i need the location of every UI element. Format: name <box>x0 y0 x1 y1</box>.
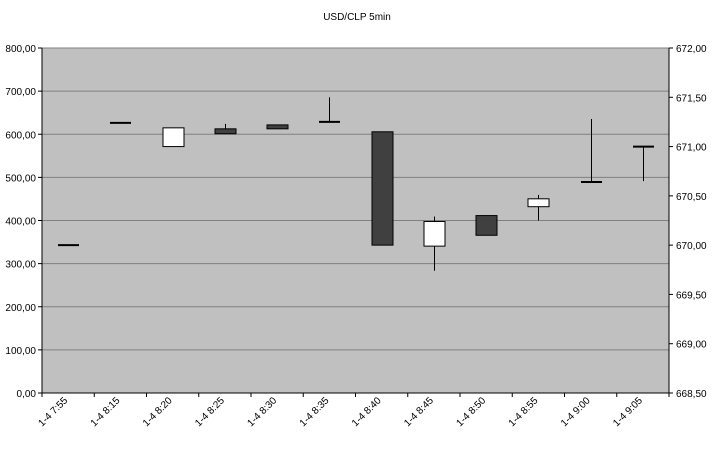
x-tick-label: 1-4 8:25 <box>193 395 227 429</box>
x-tick-label: 1-4 8:45 <box>402 395 436 429</box>
chart-title: USD/CLP 5min <box>323 12 391 23</box>
left-axis: 800,00 700,00 600,00 500,00 400,00 300,00 200,… <box>5 44 43 400</box>
x-tick-label: 1-4 8:20 <box>141 395 175 429</box>
left-tick-label: 300,00 <box>5 260 36 271</box>
x-tick-label: 1-4 8:55 <box>507 395 541 429</box>
x-tick-label: 1-4 8:30 <box>246 395 280 429</box>
x-tick-label: 1-4 8:15 <box>89 395 123 429</box>
right-tick-label: 671,50 <box>676 93 707 104</box>
candle-body-down <box>371 131 394 246</box>
left-tick-label: 0,00 <box>17 389 37 400</box>
left-tick-label: 700,00 <box>5 87 36 98</box>
candle-body-down <box>475 215 498 236</box>
x-tick-label: 1-4 9:00 <box>559 395 593 429</box>
left-tick-label: 800,00 <box>5 44 36 55</box>
right-tick-label: 668,50 <box>676 389 707 400</box>
candle-body-up <box>527 198 550 208</box>
right-tick-label: 670,00 <box>676 241 707 252</box>
x-tick-label: 1-4 7:55 <box>37 395 71 429</box>
left-tick-label: 200,00 <box>5 303 36 314</box>
left-tick-label: 500,00 <box>5 173 36 184</box>
x-tick-label: 1-4 8:35 <box>298 395 332 429</box>
left-tick-label: 100,00 <box>5 346 36 357</box>
grid-lines <box>42 90 669 351</box>
left-tick-label: 400,00 <box>5 217 36 228</box>
candle-body-down <box>266 124 289 130</box>
right-tick-label: 669,50 <box>676 290 707 301</box>
x-tick-label: 1-4 8:40 <box>350 395 384 429</box>
left-tick-label: 600,00 <box>5 130 36 141</box>
right-tick-label: 669,00 <box>676 340 707 351</box>
x-tick-label: 1-4 8:50 <box>455 395 489 429</box>
candles-layer <box>58 97 654 271</box>
right-axis: 672,00 671,50 671,00 670,50 670,00 669,50 669,… <box>668 44 707 400</box>
right-tick-label: 670,50 <box>676 192 707 203</box>
candle-body-down <box>214 128 237 135</box>
right-tick-label: 671,00 <box>676 143 707 154</box>
x-axis: 1-4 7:55 1-4 8:15 1-4 8:20 1-4 8:25 1-4 8:30… <box>37 392 670 429</box>
x-tick-label: 1-4 9:05 <box>611 395 645 429</box>
right-tick-label: 672,00 <box>676 44 707 55</box>
candle-body-up <box>423 220 446 247</box>
candle-body-up <box>162 127 185 148</box>
